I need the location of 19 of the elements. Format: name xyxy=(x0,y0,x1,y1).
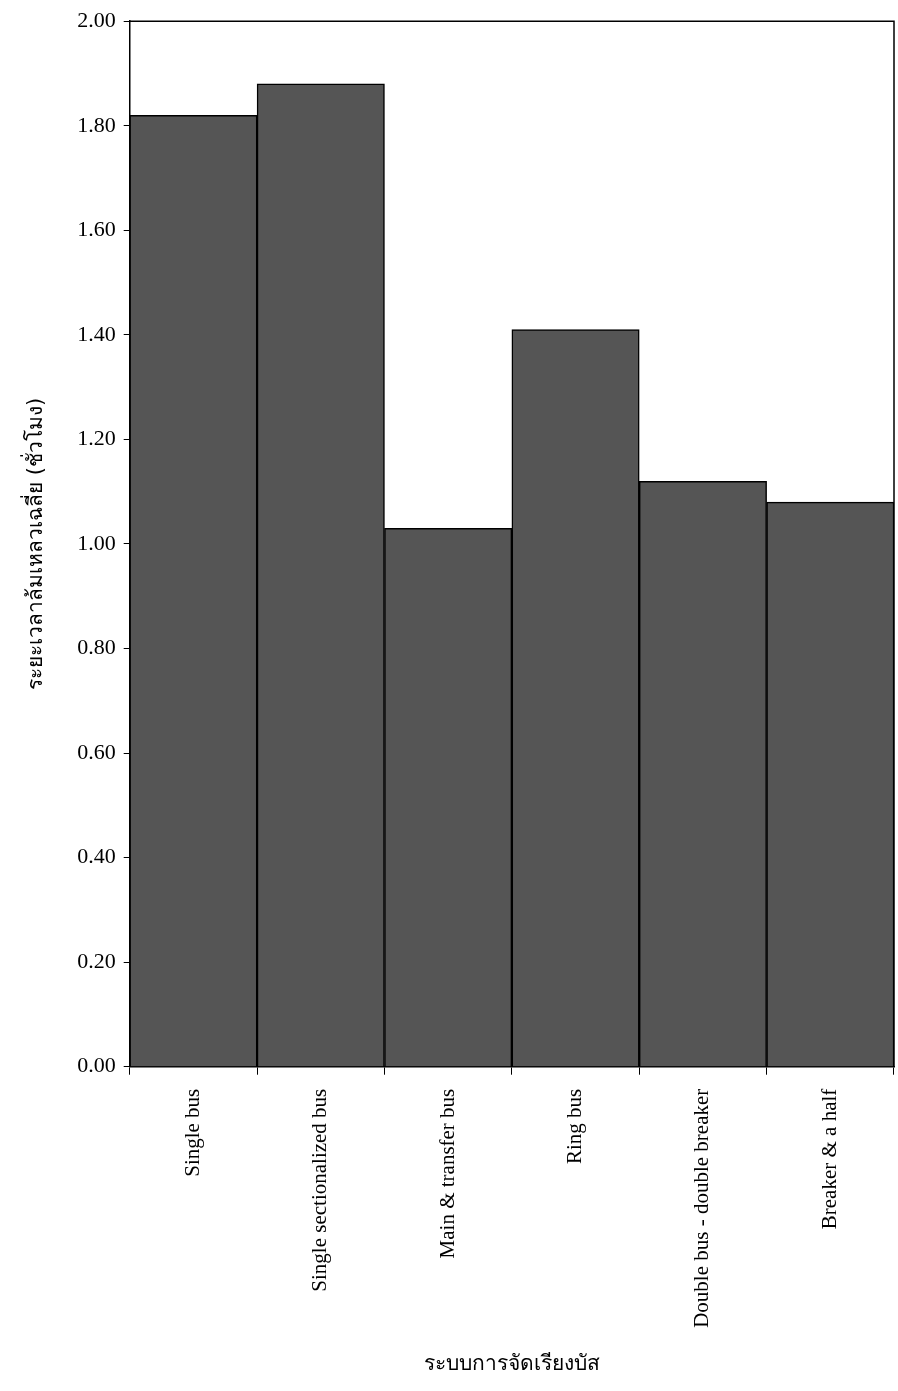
y-tick-label: 0.00 xyxy=(77,1052,116,1078)
y-tick-label: 2.00 xyxy=(77,6,116,32)
x-tick-label: Ring bus xyxy=(562,1088,587,1164)
x-tick-label: Main & transfer bus xyxy=(434,1088,459,1259)
y-tick-label: 1.00 xyxy=(77,529,116,555)
y-tick-label: 0.40 xyxy=(77,843,116,869)
x-tick-label: Double bus - double breaker xyxy=(689,1088,714,1328)
y-tick-label: 0.20 xyxy=(77,947,116,973)
y-tick-label: 1.60 xyxy=(77,216,116,242)
x-tick-label: Single sectionalized bus xyxy=(307,1088,332,1292)
x-tick-label: Single bus xyxy=(179,1088,204,1177)
y-tick-label: 0.60 xyxy=(77,738,116,764)
y-tick-label: 0.80 xyxy=(77,634,116,660)
y-tick-label: 1.20 xyxy=(77,425,116,451)
y-tick-label: 1.80 xyxy=(77,111,116,137)
x-axis-title: ระบบการจัดเรียงบัส xyxy=(423,1350,600,1375)
x-tick-label: Breaker & a half xyxy=(816,1088,841,1230)
y-tick-label: 1.40 xyxy=(77,320,116,346)
y-axis-title: ระยะเวลาล้มเหลวเฉลี่ย (ชั่วโมง) xyxy=(20,397,48,690)
